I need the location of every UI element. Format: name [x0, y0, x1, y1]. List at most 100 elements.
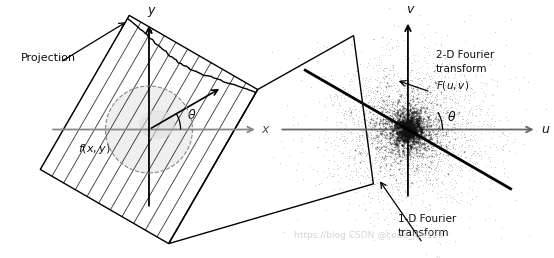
Point	[358, 142, 367, 146]
Point	[397, 93, 406, 97]
Point	[412, 132, 420, 136]
Point	[430, 134, 439, 139]
Point	[433, 144, 442, 149]
Point	[384, 100, 393, 104]
Point	[408, 121, 417, 125]
Point	[380, 183, 389, 187]
Point	[406, 126, 414, 130]
Point	[403, 130, 412, 134]
Point	[411, 93, 420, 98]
Point	[368, 123, 377, 127]
Point	[402, 120, 411, 125]
Point	[423, 115, 432, 119]
Point	[378, 157, 387, 161]
Point	[429, 110, 438, 114]
Point	[409, 123, 418, 127]
Point	[417, 91, 425, 95]
Point	[393, 137, 402, 141]
Point	[416, 100, 425, 104]
Point	[400, 137, 409, 141]
Point	[406, 116, 415, 120]
Point	[404, 133, 413, 137]
Point	[387, 164, 396, 168]
Point	[401, 109, 409, 113]
Point	[404, 132, 413, 136]
Point	[420, 107, 429, 111]
Point	[405, 125, 414, 129]
Point	[394, 125, 403, 130]
Point	[409, 114, 418, 118]
Point	[411, 173, 419, 177]
Point	[396, 141, 405, 145]
Point	[453, 124, 462, 128]
Point	[405, 119, 414, 123]
Point	[437, 145, 446, 149]
Point	[431, 148, 440, 152]
Point	[479, 90, 488, 94]
Point	[396, 135, 405, 139]
Point	[414, 175, 423, 179]
Point	[381, 130, 390, 134]
Point	[444, 172, 453, 176]
Point	[415, 113, 424, 117]
Point	[406, 130, 415, 134]
Point	[395, 119, 404, 123]
Point	[412, 102, 421, 106]
Point	[383, 110, 392, 115]
Point	[438, 115, 447, 119]
Point	[376, 138, 385, 142]
Point	[382, 66, 391, 70]
Point	[432, 152, 440, 156]
Point	[338, 138, 347, 142]
Point	[407, 125, 416, 129]
Point	[400, 120, 409, 124]
Point	[427, 141, 436, 145]
Point	[404, 127, 413, 132]
Point	[344, 112, 353, 117]
Point	[382, 149, 391, 154]
Point	[402, 123, 411, 127]
Point	[368, 162, 377, 166]
Point	[382, 121, 391, 125]
Point	[392, 156, 401, 160]
Point	[393, 143, 402, 147]
Point	[425, 117, 434, 122]
Point	[402, 115, 411, 119]
Point	[456, 174, 465, 178]
Point	[409, 127, 418, 131]
Point	[401, 123, 410, 127]
Point	[396, 130, 404, 134]
Point	[401, 124, 410, 128]
Point	[401, 131, 410, 135]
Point	[406, 110, 415, 115]
Point	[404, 125, 413, 130]
Point	[392, 123, 401, 127]
Point	[395, 141, 404, 145]
Point	[360, 137, 368, 141]
Point	[412, 115, 420, 119]
Point	[422, 46, 431, 51]
Point	[382, 188, 391, 192]
Point	[407, 121, 416, 125]
Point	[379, 80, 388, 84]
Point	[433, 111, 442, 115]
Point	[322, 148, 331, 152]
Point	[338, 151, 347, 156]
Point	[413, 118, 422, 122]
Point	[431, 122, 440, 126]
Point	[455, 201, 464, 206]
Point	[457, 153, 466, 157]
Point	[394, 138, 403, 142]
Point	[430, 95, 439, 99]
Point	[404, 122, 413, 126]
Point	[417, 132, 425, 136]
Point	[404, 129, 413, 133]
Point	[411, 129, 419, 133]
Point	[427, 140, 436, 144]
Point	[441, 143, 450, 147]
Point	[442, 110, 450, 115]
Point	[404, 129, 413, 133]
Point	[294, 121, 302, 125]
Point	[293, 123, 301, 127]
Point	[441, 192, 450, 196]
